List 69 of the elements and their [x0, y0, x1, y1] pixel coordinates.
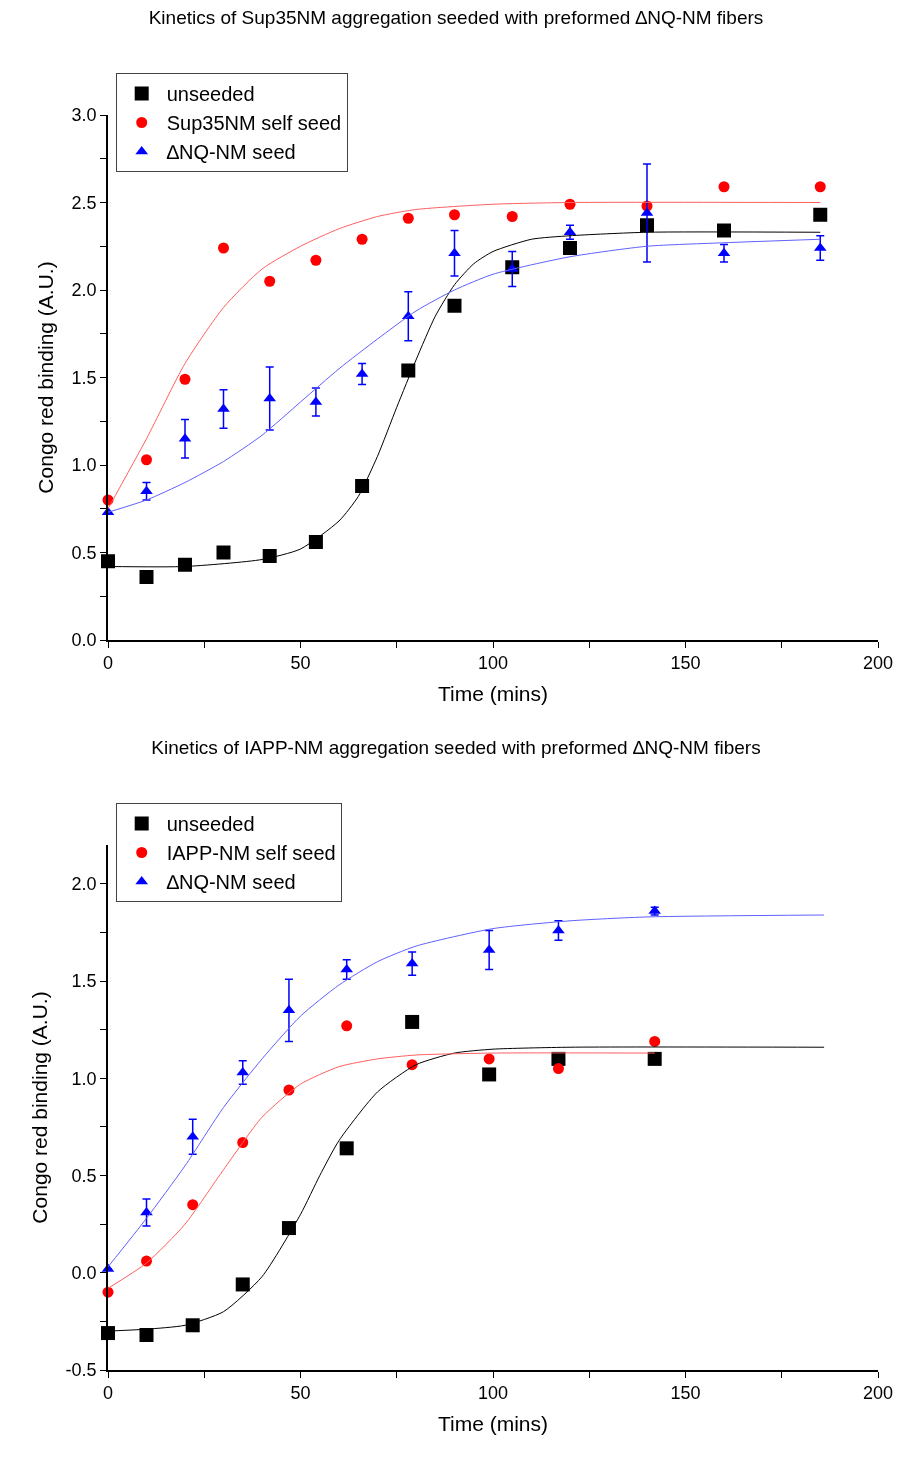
- point: [813, 207, 828, 222]
- point: [402, 212, 414, 224]
- x-tick-label: 0: [102, 1383, 114, 1404]
- point: [216, 545, 231, 560]
- point: [401, 363, 416, 378]
- x-axis-title: Time (mins): [437, 682, 549, 706]
- point: [814, 181, 826, 193]
- legend-label: ∆NQ-NM seed: [166, 871, 296, 894]
- point: [449, 209, 460, 221]
- point: [282, 1004, 296, 1014]
- y-tick-label: 1.5: [71, 367, 97, 388]
- point: [647, 1051, 662, 1066]
- point: [235, 1277, 250, 1292]
- y-tick-label: 2.5: [71, 192, 97, 213]
- point: [649, 1035, 661, 1047]
- point: [356, 233, 368, 245]
- x-tick-label: 200: [862, 1383, 894, 1404]
- point: [218, 242, 229, 254]
- point: [310, 254, 322, 266]
- point: [340, 963, 354, 973]
- y-tick-label: 1.0: [71, 455, 97, 476]
- y-axis-title: Congo red binding (A.U.): [34, 261, 58, 494]
- point: [718, 181, 730, 193]
- y-tick-label: -0.5: [65, 1360, 97, 1381]
- y-tick-label: 0.5: [71, 1165, 97, 1186]
- x-axis-title: Time (mins): [437, 1412, 549, 1436]
- chart-title: Kinetics of Sup35NM aggregation seeded with preformed ∆NQ-NM fibers: [148, 7, 764, 29]
- x-tick-label: 150: [670, 1383, 701, 1404]
- point: [341, 1020, 353, 1032]
- x-tick-label: 0: [102, 653, 114, 674]
- point: [483, 1053, 495, 1065]
- y-tick-label: 0.0: [71, 1263, 97, 1284]
- point: [552, 1063, 564, 1075]
- point: [187, 1199, 199, 1211]
- x-tick-label: 200: [862, 653, 894, 674]
- point: [141, 454, 152, 466]
- y-tick-label: 2.0: [71, 874, 97, 895]
- point: [281, 1221, 296, 1236]
- point: [264, 275, 276, 287]
- legend-label: ∆NQ-NM seed: [166, 141, 296, 164]
- point: [405, 1014, 420, 1029]
- point: [262, 549, 277, 563]
- legend-label: IAPP-NM self seed: [166, 842, 336, 865]
- x-tick-label: 100: [477, 1383, 509, 1404]
- point: [308, 535, 323, 549]
- point: [179, 373, 191, 385]
- y-tick-label: 0.5: [71, 542, 97, 563]
- legend-label: unseeded: [166, 83, 255, 106]
- chart-title: Kinetics of IAPP-NM aggregation seeded with preformed ∆NQ-NM fibers: [151, 737, 761, 759]
- point: [506, 211, 518, 222]
- point: [482, 1067, 497, 1082]
- point: [339, 1141, 354, 1156]
- y-tick-label: 3.0: [71, 105, 97, 126]
- point: [139, 1328, 154, 1342]
- legend-label: unseeded: [166, 813, 255, 836]
- y-tick-label: 1.0: [71, 1068, 97, 1089]
- point: [178, 557, 192, 572]
- point: [563, 241, 577, 255]
- y-tick-label: 1.5: [71, 971, 97, 992]
- x-tick-label: 150: [670, 653, 701, 674]
- point: [185, 1318, 200, 1333]
- legend-label: Sup35NM self seed: [166, 112, 342, 135]
- x-tick-label: 50: [290, 1383, 311, 1404]
- x-tick-label: 100: [477, 653, 509, 674]
- point: [139, 570, 154, 584]
- y-axis-title: Congo red binding (A.U.): [28, 991, 52, 1224]
- point: [447, 298, 462, 313]
- y-tick-label: 2.0: [71, 280, 97, 301]
- x-tick-label: 50: [290, 653, 311, 674]
